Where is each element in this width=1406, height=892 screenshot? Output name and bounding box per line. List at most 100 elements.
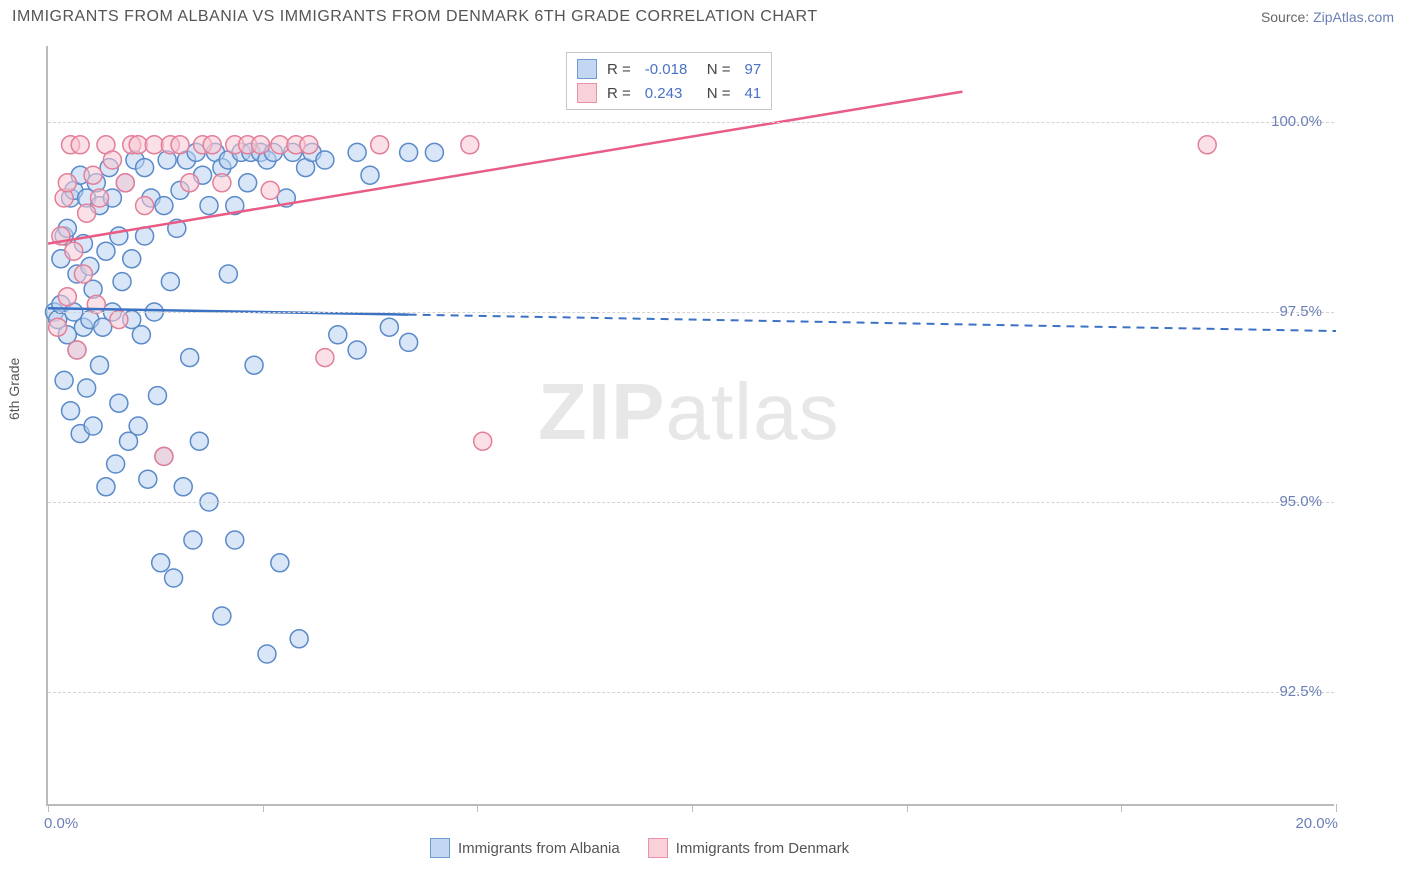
legend-n-label: N = <box>707 85 731 102</box>
gridline <box>48 122 1334 123</box>
albania-point <box>129 417 147 435</box>
x-tick <box>1121 804 1122 812</box>
albania-point <box>55 371 73 389</box>
gridline <box>48 312 1334 313</box>
trend-line-dashed <box>409 315 1336 331</box>
y-axis-label: 6th Grade <box>6 358 22 420</box>
denmark-point <box>78 204 96 222</box>
source-link[interactable]: ZipAtlas.com <box>1313 9 1394 25</box>
legend-swatch-albania <box>430 838 450 858</box>
albania-point <box>316 151 334 169</box>
x-tick-label-left: 0.0% <box>44 815 78 832</box>
legend-label-denmark: Immigrants from Denmark <box>676 840 849 857</box>
x-tick-label-right: 20.0% <box>1295 815 1338 832</box>
denmark-point <box>65 242 83 260</box>
x-tick <box>1336 804 1337 812</box>
albania-point <box>62 402 80 420</box>
albania-point <box>132 326 150 344</box>
x-tick <box>477 804 478 812</box>
chart-plot-area: ZIPatlas 92.5%95.0%97.5%100.0%0.0%20.0% … <box>46 46 1334 806</box>
chart-header: IMMIGRANTS FROM ALBANIA VS IMMIGRANTS FR… <box>0 0 1406 30</box>
denmark-point <box>110 311 128 329</box>
legend-item-denmark: Immigrants from Denmark <box>648 838 849 858</box>
denmark-point <box>91 189 109 207</box>
albania-point <box>184 531 202 549</box>
x-tick <box>907 804 908 812</box>
albania-point <box>258 645 276 663</box>
denmark-point <box>116 174 134 192</box>
albania-point <box>271 554 289 572</box>
albania-point <box>174 478 192 496</box>
denmark-point <box>84 166 102 184</box>
gridline <box>48 502 1334 503</box>
albania-point <box>165 569 183 587</box>
albania-point <box>425 143 443 161</box>
albania-point <box>107 455 125 473</box>
denmark-point <box>252 136 270 154</box>
legend-label-albania: Immigrants from Albania <box>458 840 620 857</box>
legend-r-value: -0.018 <box>645 61 697 78</box>
legend-r-value: 0.243 <box>645 85 697 102</box>
albania-point <box>84 417 102 435</box>
denmark-point <box>300 136 318 154</box>
albania-point <box>181 349 199 367</box>
albania-point <box>329 326 347 344</box>
legend-n-value: 97 <box>745 61 762 78</box>
legend-swatch <box>577 59 597 79</box>
albania-point <box>380 318 398 336</box>
chart-source: Source: ZipAtlas.com <box>1261 9 1394 25</box>
albania-point <box>400 143 418 161</box>
y-tick-label: 92.5% <box>1279 683 1322 700</box>
legend-r-label: R = <box>607 61 631 78</box>
albania-point <box>113 273 131 291</box>
denmark-point <box>155 447 173 465</box>
albania-point <box>400 333 418 351</box>
y-tick-label: 97.5% <box>1279 303 1322 320</box>
denmark-point <box>474 432 492 450</box>
albania-point <box>190 432 208 450</box>
denmark-point <box>68 341 86 359</box>
albania-point <box>136 159 154 177</box>
legend-swatch-denmark <box>648 838 668 858</box>
bottom-legend: Immigrants from Albania Immigrants from … <box>430 838 849 858</box>
denmark-point <box>87 295 105 313</box>
x-tick <box>692 804 693 812</box>
denmark-point <box>271 136 289 154</box>
denmark-point <box>71 136 89 154</box>
denmark-point <box>136 197 154 215</box>
albania-point <box>213 607 231 625</box>
gridline <box>48 692 1334 693</box>
denmark-point <box>171 136 189 154</box>
albania-point <box>245 356 263 374</box>
scatter-svg <box>48 46 1334 804</box>
correlation-legend: R = -0.018 N = 97 R = 0.243 N = 41 <box>566 52 772 110</box>
denmark-point <box>371 136 389 154</box>
x-tick <box>263 804 264 812</box>
albania-point <box>123 250 141 268</box>
albania-point <box>200 197 218 215</box>
albania-point <box>348 143 366 161</box>
legend-swatch <box>577 83 597 103</box>
albania-point <box>91 356 109 374</box>
y-tick-label: 100.0% <box>1271 113 1322 130</box>
denmark-point <box>58 288 76 306</box>
denmark-point <box>74 265 92 283</box>
chart-title: IMMIGRANTS FROM ALBANIA VS IMMIGRANTS FR… <box>12 8 818 26</box>
denmark-point <box>203 136 221 154</box>
denmark-point <box>129 136 147 154</box>
legend-n-value: 41 <box>745 85 762 102</box>
denmark-point <box>213 174 231 192</box>
legend-row: R = 0.243 N = 41 <box>577 81 761 105</box>
albania-point <box>226 531 244 549</box>
legend-row: R = -0.018 N = 97 <box>577 57 761 81</box>
albania-point <box>110 394 128 412</box>
source-prefix: Source: <box>1261 9 1313 25</box>
legend-r-label: R = <box>607 85 631 102</box>
albania-point <box>97 478 115 496</box>
albania-point <box>139 470 157 488</box>
albania-point <box>348 341 366 359</box>
y-tick-label: 95.0% <box>1279 493 1322 510</box>
x-tick <box>48 804 49 812</box>
denmark-point <box>1198 136 1216 154</box>
denmark-point <box>461 136 479 154</box>
